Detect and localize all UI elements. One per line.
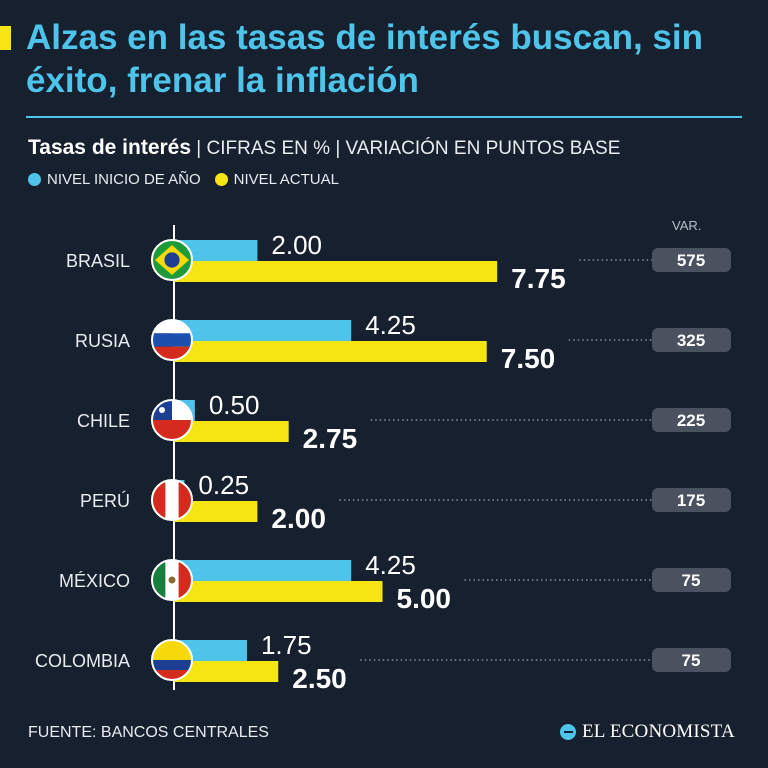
flag-ring-5 (151, 639, 193, 681)
legend-swatch-start (28, 173, 41, 186)
variation-pill-4 (652, 568, 731, 592)
flag-ring-0 (151, 239, 193, 281)
subtitle-rest: | CIFRAS EN % | VARIACIÓN EN PUNTOS BASE (191, 138, 621, 159)
legend-label-start: NIVEL INICIO DE AÑO (47, 171, 201, 188)
variation-pill-0 (652, 248, 731, 272)
category-label-2: CHILE (77, 411, 130, 431)
variation-header: VAR. (672, 218, 702, 233)
brazil-flag-icon (152, 240, 192, 280)
legend-item-start: NIVEL INICIO DE AÑO (28, 171, 201, 188)
value-label-start-3: 0.25 (198, 470, 249, 500)
page-title: Alzas en las tasas de interés buscan, si… (26, 18, 703, 100)
value-label-current-1: 7.50 (501, 343, 556, 374)
bar-current-2 (174, 421, 289, 442)
value-label-current-5: 2.50 (292, 663, 347, 694)
colombia-flag-icon (152, 640, 192, 680)
value-label-current-4: 5.00 (397, 583, 452, 614)
variation-pill-5 (652, 648, 731, 672)
bar-current-5 (174, 661, 279, 682)
variation-value-1: 325 (677, 331, 705, 350)
value-label-start-2: 0.50 (209, 390, 260, 420)
bar-current-1 (174, 341, 487, 362)
legend: NIVEL INICIO DE AÑO NIVEL ACTUAL (28, 171, 353, 188)
bar-current-0 (174, 261, 498, 282)
variation-pill-2 (652, 408, 731, 432)
value-label-start-4: 4.25 (365, 550, 416, 580)
title-accent-bar (0, 26, 11, 50)
legend-item-current: NIVEL ACTUAL (214, 171, 339, 188)
bar-start-0 (174, 240, 258, 261)
variation-value-4: 75 (682, 571, 701, 590)
bar-current-3 (174, 501, 258, 522)
value-label-start-1: 4.25 (365, 310, 416, 340)
bar-start-1 (174, 320, 352, 341)
chart-subtitle: Tasas de interés | CIFRAS EN % | VARIACI… (28, 136, 620, 160)
brand-icon (560, 724, 576, 740)
flag-ring-4 (151, 559, 193, 601)
variation-pill-3 (652, 488, 731, 512)
variation-value-3: 175 (677, 491, 705, 510)
subtitle-bold: Tasas de interés (28, 136, 192, 159)
flag-ring-2 (151, 399, 193, 441)
value-label-start-0: 2.00 (271, 230, 322, 260)
variation-value-2: 225 (677, 411, 705, 430)
source-note: FUENTE: BANCOS CENTRALES (28, 724, 269, 741)
category-label-1: RUSIA (75, 331, 130, 351)
value-label-current-3: 2.00 (271, 503, 326, 534)
value-label-start-5: 1.75 (261, 630, 312, 660)
value-label-current-2: 2.75 (303, 423, 358, 454)
bar-start-4 (174, 560, 352, 581)
bar-current-4 (174, 581, 383, 602)
brand-name: EL ECONOMISTA (582, 721, 735, 742)
category-label-4: MÉXICO (59, 571, 130, 591)
mexico-flag-icon (152, 560, 192, 600)
title-divider (26, 116, 742, 118)
variation-value-5: 75 (682, 651, 701, 670)
legend-label-current: NIVEL ACTUAL (233, 171, 339, 188)
category-label-3: PERÚ (80, 490, 130, 511)
brand-logo: EL ECONOMISTA (560, 721, 735, 743)
category-label-5: COLOMBIA (35, 651, 130, 671)
variation-value-0: 575 (677, 251, 705, 270)
legend-swatch-current (214, 173, 228, 186)
variation-pill-1 (652, 328, 731, 352)
flag-ring-3 (151, 479, 193, 521)
flag-ring-1 (151, 319, 193, 361)
category-label-0: BRASIL (66, 251, 130, 271)
value-label-current-0: 7.75 (511, 263, 566, 294)
